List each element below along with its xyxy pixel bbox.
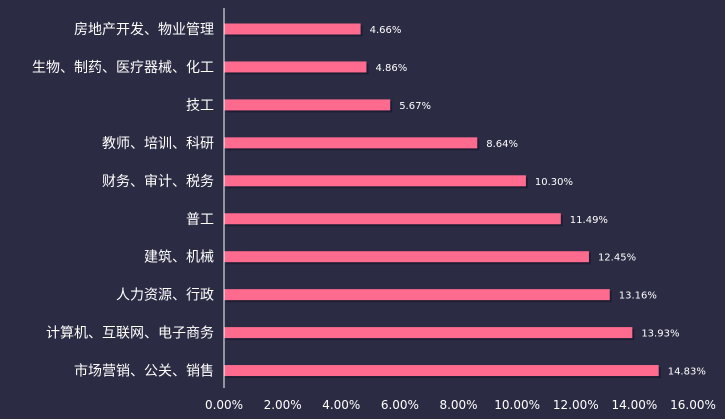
value-label: 5.67% — [399, 101, 431, 112]
value-label: 14.83% — [668, 367, 706, 378]
value-label: 4.66% — [370, 25, 402, 36]
category-label: 人力资源、行政 — [116, 288, 214, 304]
category-label: 普工 — [186, 212, 214, 228]
bar — [224, 251, 589, 263]
x-tick-label: 2.00% — [264, 398, 302, 412]
category-label: 技工 — [186, 98, 214, 114]
value-labels: 4.66% 4.86% 5.67% 8.64% 10.30% 11.49% 12.45% 13… — [370, 25, 706, 378]
value-label: 13.93% — [641, 329, 679, 340]
category-label: 财务、审计、税务 — [102, 174, 214, 190]
bar — [224, 289, 610, 301]
category-label: 房地产开发、物业管理 — [74, 22, 214, 38]
x-tick-label: 8.00% — [439, 398, 477, 412]
x-tick-label: 12.00% — [553, 398, 599, 412]
value-label: 4.86% — [375, 63, 407, 74]
category-label: 建筑、机械 — [144, 250, 214, 266]
value-label: 8.64% — [486, 139, 518, 150]
bar — [224, 327, 633, 339]
bar — [224, 365, 659, 377]
bar — [224, 213, 561, 225]
x-tick-label: 0.00% — [205, 398, 243, 412]
bar — [224, 175, 526, 187]
value-label: 10.30% — [535, 177, 573, 188]
x-tick-label: 14.00% — [611, 398, 657, 412]
category-label: 市场营销、公关、销售 — [74, 363, 214, 380]
bar — [224, 99, 391, 111]
bars-group — [224, 23, 661, 379]
x-axis-ticks: 0.00% 2.00% 4.00% 6.00% 8.00% 10.00% 12.00% 14.… — [205, 398, 716, 412]
value-label: 12.45% — [598, 253, 636, 264]
value-label: 13.16% — [619, 291, 657, 302]
x-tick-label: 6.00% — [381, 398, 419, 412]
bar — [224, 137, 478, 149]
category-label: 计算机、互联网、电子商务 — [46, 326, 214, 342]
category-label: 生物、制药、医疗器械、化工 — [32, 60, 214, 76]
bar — [224, 23, 361, 35]
x-tick-label: 10.00% — [494, 398, 540, 412]
x-tick-label: 16.00% — [670, 398, 716, 412]
value-label: 11.49% — [570, 215, 608, 226]
x-tick-label: 4.00% — [322, 398, 360, 412]
category-labels: 房地产开发、物业管理生物、制药、医疗器械、化工技工教师、培训、科研财务、审计、税… — [32, 22, 214, 380]
category-label: 教师、培训、科研 — [102, 136, 214, 152]
bar — [224, 61, 367, 73]
